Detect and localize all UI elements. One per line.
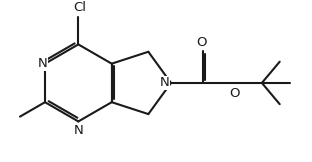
Text: N: N <box>38 57 48 70</box>
Text: O: O <box>196 36 206 49</box>
Text: N: N <box>73 124 83 137</box>
Text: Cl: Cl <box>73 1 86 14</box>
Text: N: N <box>159 76 169 89</box>
Text: O: O <box>230 87 240 100</box>
